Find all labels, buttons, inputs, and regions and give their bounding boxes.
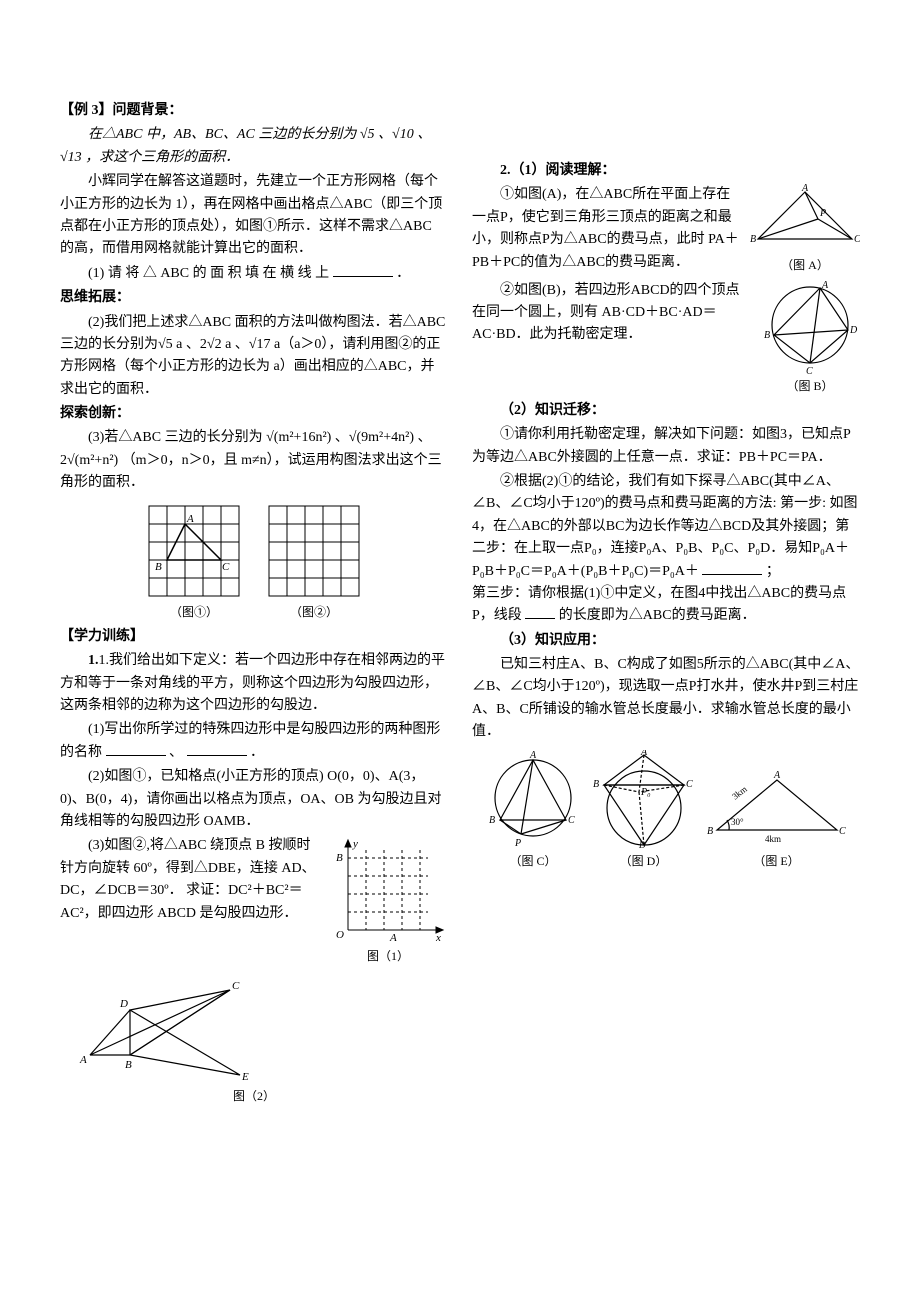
p1: 1.1.我们给出如下定义：若一个四边形中存在相邻两边的平方和等于一条对角线的平方…	[60, 650, 448, 717]
q2-3-p1: 已知三村庄A、B、C构成了如图5所示的△ABC(其中∠A、∠B、∠C均小于120…	[472, 654, 860, 744]
ex3-title: 【例 3】问题背景：	[60, 100, 448, 122]
figD-svg: A B C P₀ D	[589, 750, 699, 850]
figA-C: C	[854, 234, 860, 245]
figB-float: A B C D （图 B）	[760, 280, 860, 396]
figD-caption: （图 D）	[589, 852, 699, 871]
ex3-q1-end: ．	[396, 266, 410, 281]
page-root: 【例 3】问题背景： 在△ABC 中，AB、BC、AC 三边的长分别为 √5 、…	[0, 0, 920, 1166]
grid1-B: B	[155, 561, 162, 573]
fig2-D: D	[119, 998, 128, 1010]
blank-shape1	[106, 742, 166, 756]
figA-B: B	[750, 234, 756, 245]
figB-A: A	[821, 280, 829, 291]
p1-q1-mid: 、	[169, 745, 183, 760]
fig2-wrap: A B C D E 图（2）	[60, 975, 448, 1106]
grid1-A: A	[186, 513, 194, 525]
figB-C: C	[806, 366, 813, 375]
figC-C: C	[568, 815, 575, 826]
p1-q1-b: ．	[250, 745, 264, 760]
figA-float: A B C P （图 A）	[750, 184, 860, 275]
fig1-O: O	[336, 929, 344, 941]
figD-A: A	[640, 750, 648, 758]
ex3-q1-text: (1) 请 将 △ ABC 的 面 积 填 在 横 线 上	[88, 266, 329, 281]
figA-caption: （图 A）	[750, 256, 860, 275]
figC-B: B	[489, 815, 495, 826]
figC-wrap: A B C P （图 C）	[486, 750, 581, 871]
grid2-caption: （图②）	[264, 603, 364, 622]
q2-2-p1: ①请你利用托勒密定理，解决如下问题：如图3，已知点P为等边△ABC外接圆的上任意…	[472, 424, 860, 469]
figE-3km: 3km	[730, 783, 749, 801]
fig1-caption: 图（1）	[328, 947, 448, 966]
blank-segment	[525, 605, 555, 619]
figs-cde: A B C P （图 C）	[472, 750, 860, 871]
figD-wrap: A B C P₀ D （图 D）	[589, 750, 699, 871]
figD-B: B	[593, 779, 599, 790]
fig2-C: C	[232, 980, 240, 992]
ex3-q1: (1) 请 将 △ ABC 的 面 积 填 在 横 线 上 ．	[60, 263, 448, 285]
grid1-wrap: A B C （图①）	[144, 501, 244, 622]
grid1-C: C	[222, 561, 230, 573]
figE-caption: （图 E）	[707, 852, 847, 871]
figE-C: C	[839, 826, 846, 837]
p1-body: 1.我们给出如下定义：若一个四边形中存在相邻两边的平方和等于一条对角线的平方，则…	[60, 653, 445, 713]
fig1-float: O A B x y 图（1）	[328, 835, 448, 966]
blank-shape2	[187, 742, 247, 756]
q2-2-title: （2）知识迁移：	[472, 400, 860, 422]
grid2-svg	[264, 501, 364, 601]
tansuo-title: 探索创新：	[60, 403, 448, 425]
figD-C: C	[686, 779, 693, 790]
siwei-title: 思维拓展：	[60, 287, 448, 309]
ex3-p1: 在△ABC 中，AB、BC、AC 三边的长分别为 √5 、√10 、√13 ，求…	[60, 124, 448, 169]
tansuo-p1: (3)若△ABC 三边的长分别为 √(m²+16n²) 、√(9m²+4n²) …	[60, 427, 448, 494]
figD-D: D	[638, 840, 646, 850]
figA-P: P	[819, 208, 826, 219]
figA-svg: A B C P	[750, 184, 860, 254]
grid1-svg: A B C	[144, 501, 244, 601]
fig1-svg: O A B x y	[328, 835, 448, 945]
q2-2-p2d: 的长度即为△ABC的费马距离．	[559, 608, 756, 623]
siwei-p1: (2)我们把上述求△ABC 面积的方法叫做构图法．若△ABC 三边的长分别为√5…	[60, 312, 448, 402]
fig2-svg: A B C D E	[60, 975, 250, 1085]
figD-P0: P₀	[640, 787, 651, 798]
figB-D: D	[849, 325, 858, 336]
figC-A: A	[529, 750, 537, 761]
fig2-A: A	[79, 1054, 87, 1066]
grid-figures: A B C （图①） （图②）	[60, 501, 448, 622]
fig2-B: B	[125, 1059, 132, 1071]
figE-30: 30°	[731, 817, 744, 827]
fig1-x: x	[435, 932, 441, 944]
figB-svg: A B C D	[760, 280, 860, 375]
fig2-caption: 图（2）	[60, 1087, 448, 1106]
fig1-y: y	[352, 838, 358, 850]
figE-wrap: A B C 3km 4km 30° （图 E）	[707, 770, 847, 871]
blank-step2	[702, 561, 762, 575]
figE-4km: 4km	[765, 834, 781, 844]
ex3-p2: 小辉同学在解答这道题时，先建立一个正方形网格（每个小正方形的边长为 1），再在网…	[60, 171, 448, 261]
q2-2-p2: ②根据(2)①的结论，我们有如下探寻△ABC(其中∠A、∠B、∠C均小于120º…	[472, 471, 860, 628]
figC-svg: A B C P	[486, 750, 581, 850]
grid1-caption: （图①）	[144, 603, 244, 622]
figB-B: B	[764, 330, 770, 341]
fig2-E: E	[241, 1071, 249, 1083]
blank-area	[333, 263, 393, 277]
figE-svg: A B C 3km 4km 30°	[707, 770, 847, 850]
fig1-B: B	[336, 852, 343, 864]
q2-3-title: （3）知识应用：	[472, 630, 860, 652]
figA-A: A	[801, 184, 809, 194]
p1-q1: (1)写出你所学过的特殊四边形中是勾股四边形的两种图形的名称 、 ．	[60, 719, 448, 764]
right-column: 2.（1）阅读理解： A B C P （图 A） ①如图(A)，在△ABC所在平…	[472, 100, 860, 1106]
figB-caption: （图 B）	[760, 377, 860, 396]
q2-2-p2a: ②根据(2)①的结论，我们有如下探寻△ABC(其中∠A、∠B、∠C均小于120º…	[472, 474, 857, 579]
q2-1-title: 2.（1）阅读理解：	[472, 160, 860, 182]
p1-q2: (2)如图①，已知格点(小正方形的顶点) O(0，0)、A(3，0)、B(0，4…	[60, 766, 448, 833]
figE-B: B	[707, 826, 713, 837]
q2-2-p2b: ；	[766, 564, 780, 579]
figC-caption: （图 C）	[486, 852, 581, 871]
xueli-title: 【学力训练】	[60, 626, 448, 648]
figC-P: P	[514, 838, 521, 849]
grid2-wrap: （图②）	[264, 501, 364, 622]
figE-A: A	[773, 770, 781, 781]
fig1-A: A	[389, 932, 397, 944]
left-column: 【例 3】问题背景： 在△ABC 中，AB、BC、AC 三边的长分别为 √5 、…	[60, 100, 448, 1106]
